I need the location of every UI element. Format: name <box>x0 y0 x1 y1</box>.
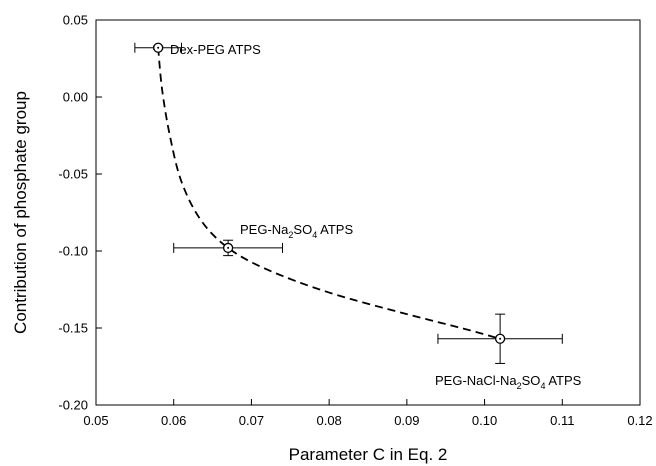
annotation-1: PEG-Na2SO4 ATPS <box>240 222 353 240</box>
x-tick-label: 0.12 <box>627 413 652 428</box>
marker-dot <box>227 246 230 249</box>
y-axis-title: Contribution of phosphate group <box>11 91 30 334</box>
y-tick-label: 0.00 <box>63 90 88 105</box>
y-tick-label: -0.10 <box>58 244 88 259</box>
data-points <box>134 42 563 364</box>
fit-curve <box>157 47 501 340</box>
annotation-2: PEG-NaCl-Na2SO4 ATPS <box>435 373 582 391</box>
x-tick-label: 0.08 <box>316 413 341 428</box>
annotation-part: 4 <box>312 230 317 240</box>
marker-dot <box>157 46 160 49</box>
plot-frame <box>95 19 641 406</box>
x-tick-label: 0.06 <box>161 413 186 428</box>
annotation-part: ATPS <box>545 373 581 388</box>
annotation-part: 4 <box>540 381 545 391</box>
y-tick-label: -0.15 <box>58 321 88 336</box>
annotation-part: 2 <box>288 230 293 240</box>
x-tick-label: 0.07 <box>239 413 264 428</box>
x-tick-label: 0.11 <box>550 413 574 428</box>
x-tick-label: 0.05 <box>83 413 108 428</box>
y-tick-label: -0.20 <box>58 398 88 413</box>
x-axis-title: Parameter C in Eq. 2 <box>289 445 448 464</box>
y-tick-label: -0.05 <box>58 167 88 182</box>
annotation-part: 2 <box>517 381 522 391</box>
annotation-dex-peg: Dex-PEG ATPS <box>170 42 261 57</box>
marker-dot <box>499 337 502 340</box>
data-point-0 <box>134 42 182 53</box>
data-point-2 <box>437 313 563 364</box>
x-axis: 0.05 0.06 0.07 0.08 0.09 0.10 0.11 0.12 <box>83 399 653 428</box>
annotation-part: SO <box>522 373 541 388</box>
x-tick-label: 0.09 <box>394 413 419 428</box>
annotation-part: ATPS <box>317 222 353 237</box>
y-tick-label: 0.05 <box>63 13 88 28</box>
annotation-part: PEG-NaCl-Na <box>435 373 517 388</box>
data-point-1 <box>173 239 284 257</box>
y-axis: 0.05 0.00 -0.05 -0.10 -0.15 -0.20 <box>58 13 102 413</box>
annotation-part: SO <box>293 222 312 237</box>
annotation-part: PEG-Na <box>240 222 289 237</box>
x-tick-label: 0.10 <box>472 413 497 428</box>
